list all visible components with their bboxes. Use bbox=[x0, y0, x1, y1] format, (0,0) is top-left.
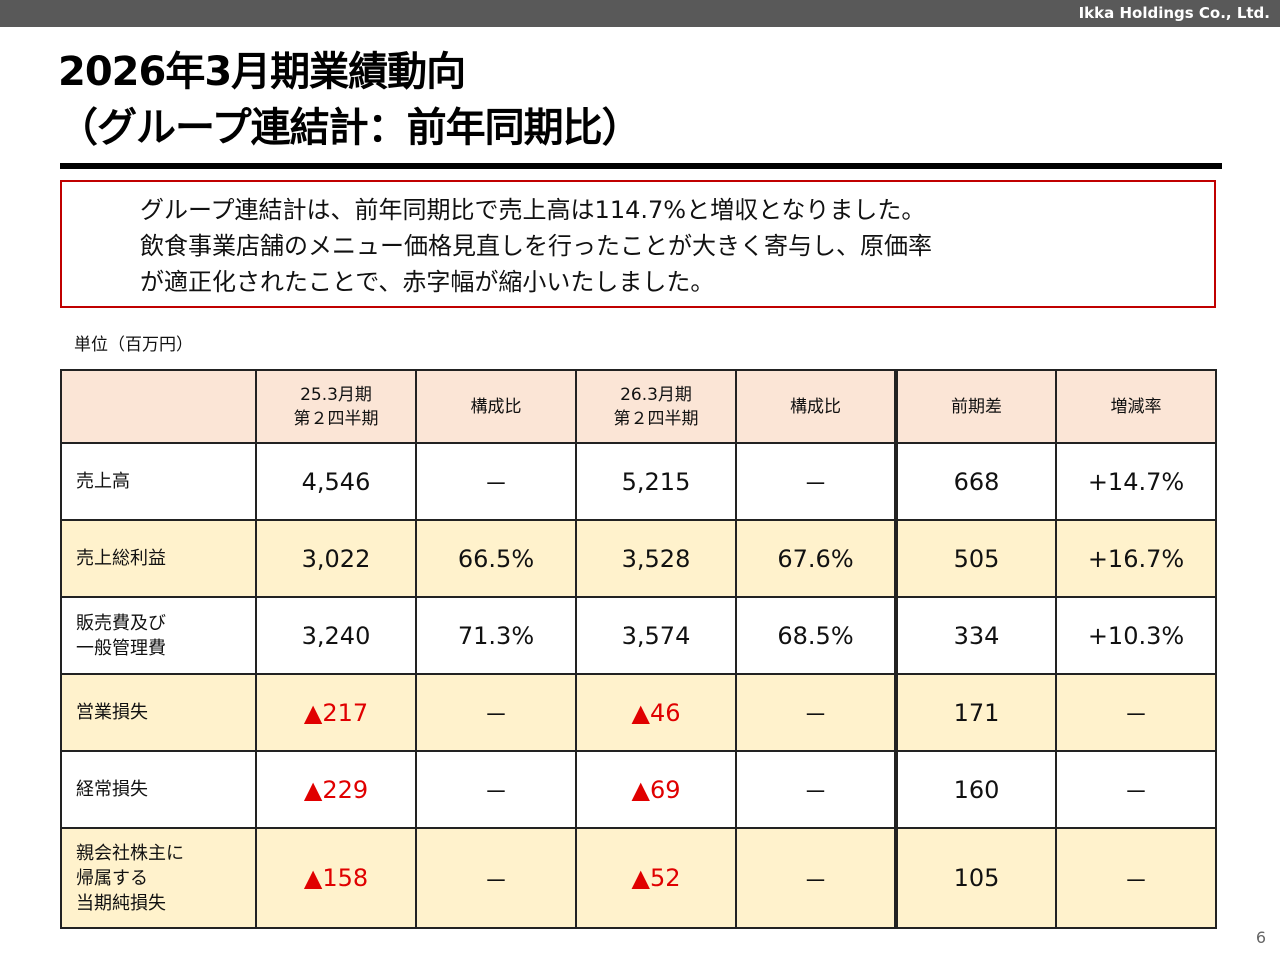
table-row: 経常損失 ▲229 － ▲69 － 160 － bbox=[60, 750, 1217, 829]
table-cell: 71.3% bbox=[415, 596, 577, 675]
table-cell: 3,574 bbox=[575, 596, 737, 675]
summary-line: が適正化されたことで、赤字幅が縮小いたしました。 bbox=[140, 268, 715, 296]
company-name: Ikka Holdings Co., Ltd. bbox=[1078, 4, 1270, 22]
table-cell: － bbox=[415, 673, 577, 752]
table-cell: 67.6% bbox=[735, 519, 897, 598]
table-cell: 505 bbox=[894, 519, 1057, 598]
column-header-text: 26.3月期 bbox=[620, 384, 692, 405]
row-label: 営業損失 bbox=[60, 673, 257, 752]
column-header: 構成比 bbox=[735, 369, 897, 444]
table-cell: +14.7% bbox=[1055, 442, 1217, 521]
column-header-text: 増減率 bbox=[1110, 396, 1162, 417]
table-cell: － bbox=[735, 673, 897, 752]
summary-line: 飲食事業店舗のメニュー価格見直しを行ったことが大きく寄与し、原価率 bbox=[140, 232, 932, 260]
title-divider bbox=[60, 163, 1222, 169]
table-cell: － bbox=[1055, 673, 1217, 752]
table-cell: +16.7% bbox=[1055, 519, 1217, 598]
title-line-2: （グループ連結計：前年同期比） bbox=[58, 105, 642, 151]
row-label: 親会社株主に 帰属する 当期純損失 bbox=[60, 827, 257, 929]
column-header: 構成比 bbox=[415, 369, 577, 444]
table-header-row: 25.3月期 第２四半期 構成比 26.3月期 第２四半期 構成比 前期差 増減率 bbox=[60, 369, 1217, 444]
results-table: 25.3月期 第２四半期 構成比 26.3月期 第２四半期 構成比 前期差 増減率 売上高 4,… bbox=[60, 369, 1217, 929]
table-row: 売上総利益 3,022 66.5% 3,528 67.6% 505 +16.7% bbox=[60, 519, 1217, 598]
table-row: 販売費及び 一般管理費 3,240 71.3% 3,574 68.5% 334 +10.3% bbox=[60, 596, 1217, 675]
table-cell: 3,022 bbox=[255, 519, 417, 598]
column-header-text: 前期差 bbox=[951, 396, 1002, 417]
table-row: 営業損失 ▲217 － ▲46 － 171 － bbox=[60, 673, 1217, 752]
column-header-text: 25.3月期 bbox=[300, 384, 372, 405]
table-cell: － bbox=[735, 750, 897, 829]
column-header-text: 構成比 bbox=[470, 396, 522, 417]
table-cell: 66.5% bbox=[415, 519, 577, 598]
row-label: 売上高 bbox=[60, 442, 257, 521]
table-cell: ▲52 bbox=[575, 827, 737, 929]
table-cell: 68.5% bbox=[735, 596, 897, 675]
table-cell: － bbox=[1055, 750, 1217, 829]
table-cell: ▲229 bbox=[255, 750, 417, 829]
title-line-1: 2026年3月期業績動向 bbox=[58, 49, 466, 95]
page-number: 6 bbox=[1255, 928, 1266, 947]
column-header-text: 構成比 bbox=[790, 396, 841, 417]
column-header: 前期差 bbox=[894, 369, 1057, 444]
row-label: 経常損失 bbox=[60, 750, 257, 829]
column-header-text: 第２四半期 bbox=[293, 408, 379, 429]
table-cell: － bbox=[735, 827, 897, 929]
summary-box: グループ連結計は、前年同期比で売上高は114.7%と増収となりました。 飲食事業… bbox=[60, 180, 1216, 308]
top-bar: Ikka Holdings Co., Ltd. bbox=[0, 0, 1280, 27]
table-cell: 334 bbox=[894, 596, 1057, 675]
summary-line: グループ連結計は、前年同期比で売上高は114.7%と増収となりました。 bbox=[140, 196, 926, 224]
table-cell: ▲217 bbox=[255, 673, 417, 752]
table-cell: 3,528 bbox=[575, 519, 737, 598]
table-cell: － bbox=[415, 827, 577, 929]
column-header: 26.3月期 第２四半期 bbox=[575, 369, 737, 444]
table-row: 親会社株主に 帰属する 当期純損失 ▲158 － ▲52 － 105 － bbox=[60, 827, 1217, 929]
table-cell: － bbox=[735, 442, 897, 521]
table-row: 売上高 4,546 － 5,215 － 668 +14.7% bbox=[60, 442, 1217, 521]
column-header: 増減率 bbox=[1055, 369, 1217, 444]
unit-label: 単位（百万円） bbox=[74, 335, 193, 355]
row-label: 販売費及び 一般管理費 bbox=[60, 596, 257, 675]
table-cell: ▲69 bbox=[575, 750, 737, 829]
table-cell: 105 bbox=[894, 827, 1057, 929]
table-cell: － bbox=[415, 442, 577, 521]
column-header: 25.3月期 第２四半期 bbox=[255, 369, 417, 444]
column-header bbox=[60, 369, 257, 444]
table-cell: 171 bbox=[894, 673, 1057, 752]
table-cell: － bbox=[415, 750, 577, 829]
table-cell: 5,215 bbox=[575, 442, 737, 521]
table-cell: 668 bbox=[894, 442, 1057, 521]
table-cell: 4,546 bbox=[255, 442, 417, 521]
table-cell: +10.3% bbox=[1055, 596, 1217, 675]
table-cell: 3,240 bbox=[255, 596, 417, 675]
page-title: 2026年3月期業績動向 （グループ連結計：前年同期比） bbox=[58, 44, 642, 156]
table-cell: ▲46 bbox=[575, 673, 737, 752]
table-cell: － bbox=[1055, 827, 1217, 929]
table-cell: 160 bbox=[894, 750, 1057, 829]
column-header-text: 第２四半期 bbox=[613, 408, 699, 429]
table-cell: ▲158 bbox=[255, 827, 417, 929]
row-label: 売上総利益 bbox=[60, 519, 257, 598]
